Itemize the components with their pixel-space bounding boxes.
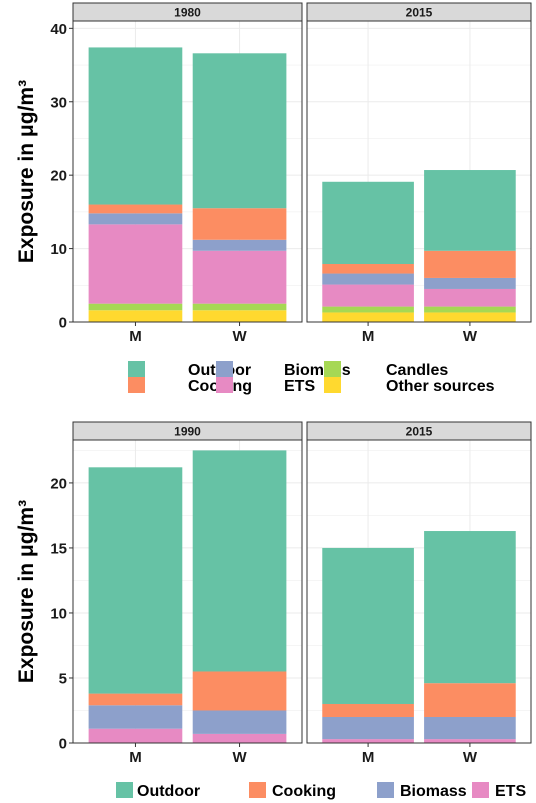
bar-segment-other-sources <box>88 310 183 322</box>
bar-segment-ets <box>424 739 516 743</box>
x-tick-label: W <box>232 749 247 766</box>
legend-label: Biomass <box>400 783 467 800</box>
bar-segment-biomass <box>322 273 414 285</box>
bar-segment-outdoor <box>424 170 516 251</box>
bar-segment-cooking <box>88 204 183 214</box>
y-tick-label: 40 <box>50 21 67 38</box>
x-tick-label: M <box>129 749 142 766</box>
bar-segment-candles <box>322 306 414 313</box>
x-tick-label: M <box>129 328 142 345</box>
legend-key-other-sources <box>324 377 341 393</box>
legend-key-cooking <box>249 782 266 798</box>
panel-border <box>72 20 303 323</box>
y-tick-label: 20 <box>50 168 67 185</box>
bar-segment-ets <box>192 733 287 743</box>
panel-border <box>72 439 303 744</box>
facet-panel: 2015 M W <box>306 2 532 345</box>
facet-label: 1990 <box>174 425 201 439</box>
bar-segment-cooking <box>192 208 287 240</box>
y-tick-label: 15 <box>50 540 67 557</box>
bar-segment-candles <box>192 303 287 311</box>
legend-label: Outdoor <box>137 783 200 800</box>
y-tick-label: 10 <box>50 605 67 622</box>
bar-segment-ets <box>88 728 183 743</box>
bar-segment-cooking <box>192 671 287 711</box>
legend-label: Candles <box>386 362 448 379</box>
facet-label: 2015 <box>406 425 433 439</box>
bar-segment-other-sources <box>192 310 287 322</box>
bar-segment-outdoor <box>192 53 287 209</box>
y-tick-label: 0 <box>59 315 67 332</box>
bar-segment-cooking <box>424 250 516 278</box>
panel-border <box>306 439 532 744</box>
bar-segment-biomass <box>88 705 183 729</box>
y-axis-label: Exposure in μg/m³ <box>15 500 38 683</box>
legend-key-ets <box>472 782 489 798</box>
legend-key-biomass <box>377 782 394 798</box>
x-tick-label: W <box>232 328 247 345</box>
bar-segment-outdoor <box>88 467 183 694</box>
bar-segment-cooking <box>88 693 183 706</box>
bar-segment-biomass <box>424 277 516 289</box>
legend-label: ETS <box>284 378 315 395</box>
x-tick-label: M <box>362 749 375 766</box>
bar-segment-cooking <box>322 703 414 717</box>
bar-segment-ets <box>322 739 414 743</box>
facet-label: 1980 <box>174 6 201 20</box>
facet-panel: 1990 M W <box>72 421 303 766</box>
bar-segment-outdoor <box>322 181 414 265</box>
legend-key-outdoor <box>128 361 145 377</box>
bar-segment-biomass <box>424 716 516 740</box>
panel-border <box>306 20 532 323</box>
bar-segment-biomass <box>88 213 183 225</box>
bar-segment-biomass <box>322 716 414 740</box>
facet-panel: 1980 M W <box>72 2 303 345</box>
bar-segment-ets <box>322 284 414 307</box>
legend-label: ETS <box>495 783 526 800</box>
bar-segment-biomass <box>192 710 287 734</box>
bar-segment-cooking <box>424 683 516 717</box>
x-tick-label: M <box>362 328 375 345</box>
legend-label: Cooking <box>272 783 336 800</box>
bar-segment-ets <box>88 224 183 304</box>
bar-segment-other-sources <box>424 312 516 322</box>
bar-segment-candles <box>88 303 183 311</box>
bar-segment-outdoor <box>88 47 183 205</box>
bar-segment-biomass <box>192 239 287 251</box>
y-tick-label: 0 <box>59 736 67 753</box>
legend-key-outdoor <box>116 782 133 798</box>
y-tick-label: 30 <box>50 94 67 111</box>
bar-segment-cooking <box>322 264 414 274</box>
facet-label: 2015 <box>406 6 433 20</box>
x-tick-label: W <box>463 749 478 766</box>
y-tick-label: 5 <box>59 670 67 687</box>
x-tick-label: W <box>463 328 478 345</box>
bar-segment-outdoor <box>192 450 287 672</box>
legend-key-biomass <box>216 361 233 377</box>
facet-panel: 2015 M W <box>306 421 532 766</box>
bar-segment-other-sources <box>322 312 414 322</box>
legend-key-cooking <box>128 377 145 393</box>
y-tick-label: 20 <box>50 475 67 492</box>
bar-segment-ets <box>424 288 516 307</box>
legend-key-candles <box>324 361 341 377</box>
legend-key-ets <box>216 377 233 393</box>
bar-segment-ets <box>192 250 287 304</box>
bar-segment-candles <box>424 306 516 313</box>
y-tick-label: 10 <box>50 241 67 258</box>
legend-label: Other sources <box>386 378 495 395</box>
bar-segment-outdoor <box>424 531 516 684</box>
y-axis-label: Exposure in μg/m³ <box>15 80 38 263</box>
bottom-chart: 1990 M W 2015 M W 0 5 10 15 20 Exposure in μg/m³ Out… <box>15 421 532 800</box>
bar-segment-outdoor <box>322 547 414 704</box>
